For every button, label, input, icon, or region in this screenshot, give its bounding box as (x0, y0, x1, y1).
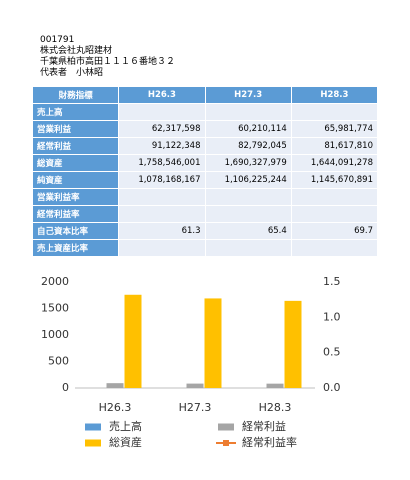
address: 千葉県柏市高田１１１６番地３２ (40, 57, 176, 67)
table-row: 営業利益 62,317,598 60,210,114 65,981,774 (31, 120, 379, 138)
y-tick-label: 2000 (41, 275, 69, 288)
table-cell: 61.3 (118, 222, 206, 240)
table-row: 総資産 1,758,546,001 1,690,327,979 1,644,091,2… (31, 154, 379, 172)
table-cell: 65,981,774 (290, 120, 379, 138)
table-cell: 売上高 (31, 103, 120, 121)
table-cell: 65.4 (204, 222, 292, 240)
table-row: 純資産 1,078,168,167 1,106,225,244 1,145,670,8… (31, 171, 379, 189)
legend-label: 売上高 (109, 419, 142, 433)
table-cell: H28.3 (290, 86, 379, 104)
table-cell: 経常利益率 (31, 205, 120, 223)
bar (266, 383, 284, 388)
legend-swatch (85, 439, 101, 447)
table-cell: 62,317,598 (118, 120, 206, 138)
table-cell: 82,792,045 (204, 137, 292, 155)
bar (186, 383, 204, 388)
table-cell (290, 239, 379, 257)
legend-label: 総資産 (109, 435, 142, 449)
table-cell (118, 239, 206, 257)
legend-swatch (85, 423, 101, 431)
table-cell: 91,122,348 (118, 137, 206, 155)
table-cell: 1,145,670,891 (290, 171, 379, 189)
y-tick-label: 1000 (41, 328, 69, 341)
table-cell: 1,106,225,244 (204, 171, 292, 189)
table-cell: 81,617,810 (290, 137, 379, 155)
table-row: 営業利益率 (31, 188, 379, 206)
table-cell: 60,210,114 (204, 120, 292, 138)
table-cell (118, 103, 206, 121)
y2-tick-label: 1.0 (323, 310, 341, 323)
y2-tick-label: 1.5 (323, 275, 341, 288)
table-cell: 経常利益 (31, 137, 120, 155)
company: 株式会社丸昭建材 (40, 46, 113, 56)
bar (204, 298, 222, 388)
table-cell (204, 205, 292, 223)
x-tick-label: H26.3 (99, 401, 132, 414)
table-row: 経常利益 91,122,348 82,792,045 81,617,810 (31, 137, 379, 155)
table-cell (204, 188, 292, 206)
table-cell: H27.3 (204, 86, 292, 104)
table-cell (290, 188, 379, 206)
bar (284, 300, 302, 388)
table-cell: 総資産 (31, 154, 120, 172)
table-cell (204, 239, 292, 257)
table-cell: 営業利益率 (31, 188, 120, 206)
table-cell (290, 103, 379, 121)
table-row: 経常利益率 (31, 205, 379, 223)
table-cell: 売上資産比率 (31, 239, 120, 257)
x-tick-label: H27.3 (179, 401, 212, 414)
legend-label: 経常利益 (242, 419, 286, 433)
bar (124, 294, 142, 388)
table-row: 自己資本比率 61.3 65.4 69.7 (31, 222, 379, 240)
table-cell: 1,758,546,001 (118, 154, 206, 172)
table-cell: 財務指標 (31, 86, 120, 104)
code: 001791 (40, 35, 75, 45)
y-tick-label: 500 (48, 355, 69, 368)
legend-swatch (223, 440, 229, 446)
financial-table: 財務指標 H26.3 H27.3 H28.3 売上高 営業利益 62,317,598 60,2… (31, 86, 379, 257)
y2-tick-label: 0.0 (323, 381, 341, 394)
table-cell: 69.7 (290, 222, 379, 240)
table-cell: 1,644,091,278 (290, 154, 379, 172)
y-tick-label: 1500 (41, 302, 69, 315)
y-tick-label: 0 (62, 381, 69, 394)
table-cell (290, 205, 379, 223)
table-cell: 1,690,327,979 (204, 154, 292, 172)
bar (106, 383, 124, 388)
chart: 0 500 1000 1500 2000 0.0 0.5 1.0 1.5 H26.3 H27.3 H2… (41, 275, 341, 449)
table-cell: H26.3 (118, 86, 206, 104)
x-tick-label: H28.3 (259, 401, 292, 414)
table-cell: 営業利益 (31, 120, 120, 138)
table-cell: 1,078,168,167 (118, 171, 206, 189)
table-row: 財務指標 H26.3 H27.3 H28.3 (31, 86, 379, 104)
legend-swatch (218, 423, 234, 431)
table-row: 売上高 (31, 103, 379, 121)
y2-tick-label: 0.5 (323, 346, 341, 359)
table-cell: 純資産 (31, 171, 120, 189)
representative: 代表者 小林昭 (40, 68, 104, 78)
table-row: 売上資産比率 (31, 239, 379, 257)
table-cell (118, 188, 206, 206)
table-cell (118, 205, 206, 223)
legend-label: 経常利益率 (242, 435, 297, 449)
table-cell (204, 103, 292, 121)
table-cell: 自己資本比率 (31, 222, 120, 240)
